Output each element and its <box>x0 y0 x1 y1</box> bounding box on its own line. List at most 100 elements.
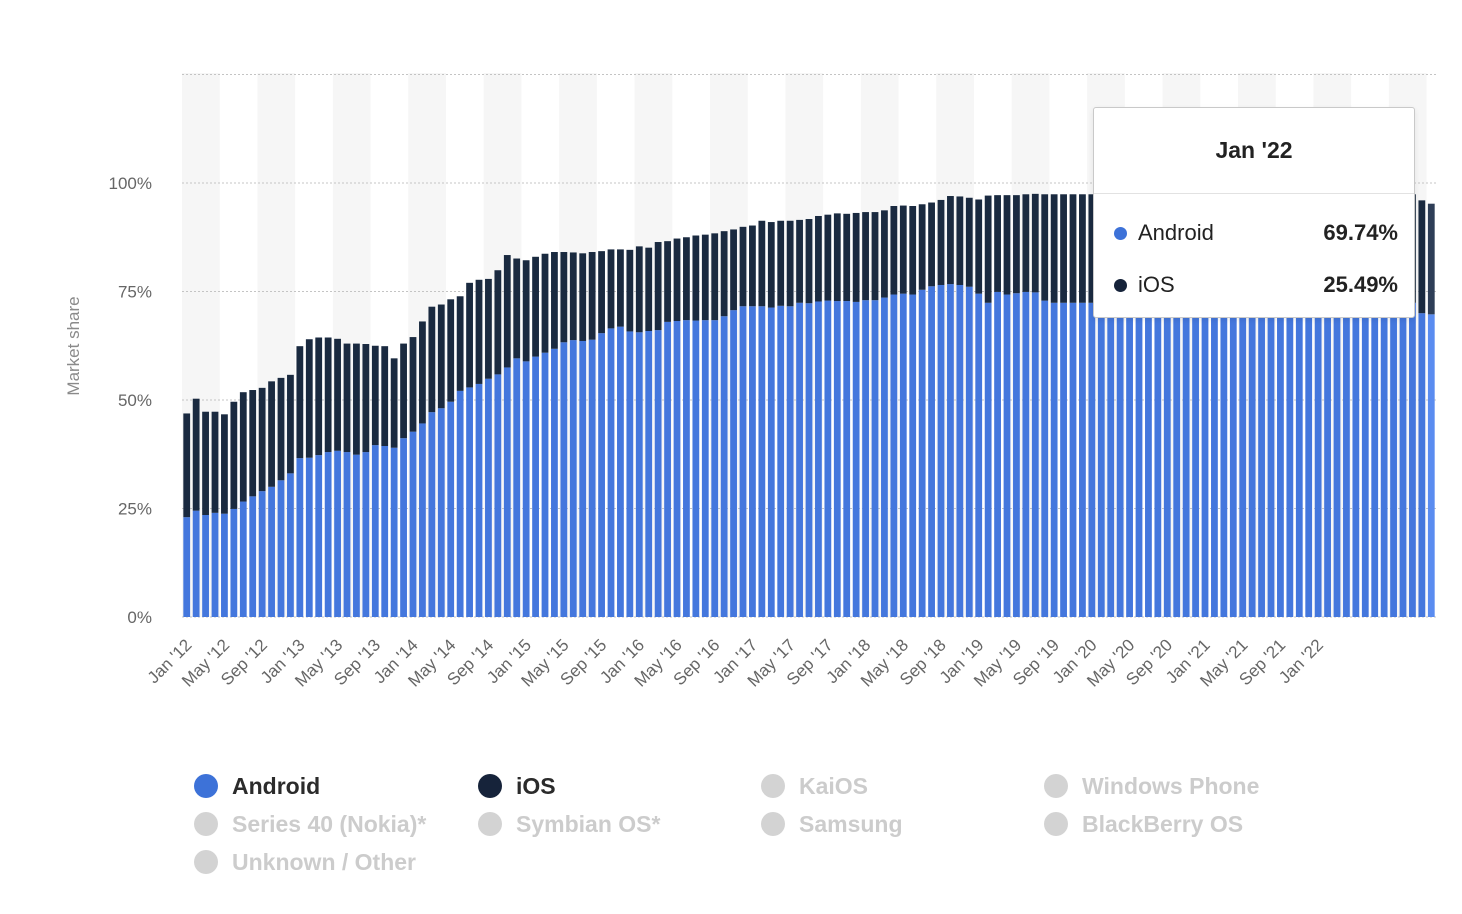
bar-android-122[interactable] <box>1333 302 1341 617</box>
bar-ios-41[interactable] <box>569 252 577 341</box>
legend-item-windows-phone[interactable]: Windows Phone <box>1044 771 1259 801</box>
bar-android-52[interactable] <box>673 321 681 617</box>
bar-android-44[interactable] <box>598 333 605 617</box>
bar-android-67[interactable] <box>815 301 822 617</box>
bar-android-109[interactable] <box>1211 302 1218 617</box>
bar-ios-53[interactable] <box>683 237 690 321</box>
bar-android-63[interactable] <box>777 305 785 617</box>
bar-ios-59[interactable] <box>739 226 747 307</box>
bar-android-107[interactable] <box>1192 302 1199 617</box>
bar-ios-27[interactable] <box>437 304 445 409</box>
bar-android-132[interactable] <box>1427 314 1435 617</box>
bar-ios-81[interactable] <box>947 196 954 285</box>
bar-ios-61[interactable] <box>758 220 766 307</box>
bar-ios-88[interactable] <box>1013 195 1020 294</box>
bar-android-119[interactable] <box>1305 302 1313 617</box>
bar-android-25[interactable] <box>419 423 426 617</box>
bar-ios-94[interactable] <box>1069 194 1077 303</box>
bar-ios-56[interactable] <box>711 233 719 321</box>
bar-android-61[interactable] <box>758 306 766 617</box>
bar-ios-47[interactable] <box>626 249 634 332</box>
bar-ios-17[interactable] <box>343 343 351 453</box>
bar-android-33[interactable] <box>494 374 502 617</box>
bar-ios-43[interactable] <box>588 252 596 340</box>
bar-ios-77[interactable] <box>909 206 917 295</box>
bar-android-97[interactable] <box>1097 302 1105 617</box>
bar-android-92[interactable] <box>1050 302 1058 617</box>
bar-android-102[interactable] <box>1145 302 1152 617</box>
bar-ios-51[interactable] <box>664 241 671 322</box>
bar-android-16[interactable] <box>334 450 341 617</box>
bar-ios-91[interactable] <box>1041 194 1049 301</box>
bar-android-110[interactable] <box>1220 302 1228 617</box>
bar-ios-96[interactable] <box>1088 194 1096 303</box>
bar-android-7[interactable] <box>249 496 257 617</box>
bar-ios-1[interactable] <box>192 398 200 511</box>
bar-ios-76[interactable] <box>899 205 907 294</box>
bar-ios-68[interactable] <box>824 214 832 301</box>
bar-android-96[interactable] <box>1088 302 1096 617</box>
bar-ios-131[interactable] <box>1418 200 1426 314</box>
bar-android-31[interactable] <box>475 383 483 617</box>
legend-item-samsung[interactable]: Samsung <box>761 809 903 839</box>
legend-item-unknown-other[interactable]: Unknown / Other <box>194 847 416 877</box>
bar-android-79[interactable] <box>928 286 935 617</box>
bar-ios-87[interactable] <box>1003 195 1011 295</box>
bar-ios-70[interactable] <box>843 213 851 302</box>
bar-android-72[interactable] <box>862 300 869 617</box>
bar-android-4[interactable] <box>221 513 228 617</box>
bar-ios-44[interactable] <box>598 251 605 334</box>
bar-ios-62[interactable] <box>767 222 775 308</box>
bar-ios-46[interactable] <box>617 249 624 327</box>
bar-ios-57[interactable] <box>720 231 728 317</box>
bar-android-127[interactable] <box>1380 302 1388 617</box>
bar-android-46[interactable] <box>617 326 624 617</box>
bar-ios-40[interactable] <box>560 252 568 343</box>
bar-ios-30[interactable] <box>466 282 473 388</box>
bar-android-12[interactable] <box>296 458 304 617</box>
bar-ios-72[interactable] <box>862 212 869 301</box>
bar-android-42[interactable] <box>579 340 587 617</box>
bar-android-38[interactable] <box>541 352 549 617</box>
bar-ios-14[interactable] <box>315 337 323 456</box>
bar-android-18[interactable] <box>353 454 360 617</box>
bar-android-10[interactable] <box>277 480 285 617</box>
bar-android-2[interactable] <box>202 515 209 617</box>
bar-android-126[interactable] <box>1371 302 1379 617</box>
bar-ios-31[interactable] <box>475 279 483 384</box>
bar-android-73[interactable] <box>871 300 879 617</box>
bar-ios-26[interactable] <box>428 306 436 413</box>
bar-android-48[interactable] <box>635 332 643 617</box>
bar-android-86[interactable] <box>994 291 1001 617</box>
bar-android-56[interactable] <box>711 320 719 617</box>
legend-item-symbian[interactable]: Symbian OS* <box>478 809 660 839</box>
bar-android-125[interactable] <box>1361 302 1369 617</box>
bar-ios-36[interactable] <box>522 260 530 362</box>
bar-android-53[interactable] <box>683 320 690 617</box>
bar-ios-66[interactable] <box>805 219 813 304</box>
bar-ios-21[interactable] <box>381 346 389 446</box>
bar-android-45[interactable] <box>607 328 615 617</box>
bar-android-26[interactable] <box>428 412 436 617</box>
bar-ios-19[interactable] <box>362 344 370 453</box>
bar-ios-28[interactable] <box>447 299 455 402</box>
bar-android-85[interactable] <box>984 302 992 617</box>
bar-android-129[interactable] <box>1399 302 1407 617</box>
bar-android-105[interactable] <box>1173 302 1181 617</box>
bar-android-111[interactable] <box>1229 302 1237 617</box>
bar-android-112[interactable] <box>1239 302 1247 617</box>
bar-android-34[interactable] <box>503 367 511 617</box>
bar-ios-83[interactable] <box>965 197 973 287</box>
bar-android-62[interactable] <box>767 307 775 617</box>
bar-android-78[interactable] <box>918 289 926 617</box>
bar-ios-12[interactable] <box>296 346 304 459</box>
bar-android-128[interactable] <box>1390 302 1397 617</box>
legend-item-ios[interactable]: iOS <box>478 771 556 801</box>
bar-ios-78[interactable] <box>918 204 926 290</box>
bar-ios-42[interactable] <box>579 253 587 341</box>
bar-android-50[interactable] <box>654 330 662 617</box>
bar-ios-64[interactable] <box>786 220 794 307</box>
bar-android-35[interactable] <box>513 358 521 617</box>
bar-android-66[interactable] <box>805 303 813 617</box>
bar-ios-89[interactable] <box>1022 194 1030 292</box>
